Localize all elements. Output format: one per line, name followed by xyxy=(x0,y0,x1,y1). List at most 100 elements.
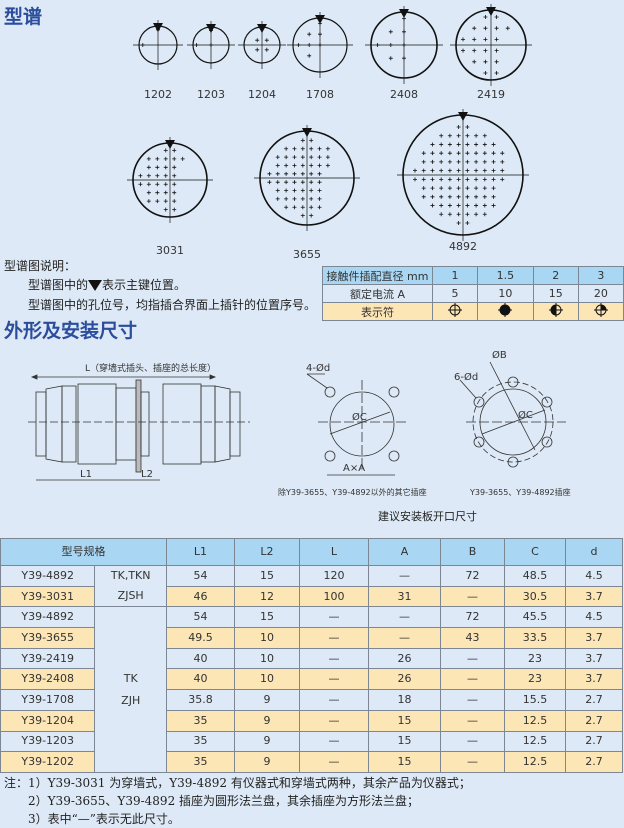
value-cell: 3.7 xyxy=(565,627,623,649)
value-cell: 18 xyxy=(368,689,441,711)
dia-b-label: ØB xyxy=(492,349,507,361)
model-cell: Y39-3031 xyxy=(0,585,96,608)
value-cell: 12 xyxy=(234,585,300,608)
header-cell: L2 xyxy=(234,538,300,566)
value-cell: 33.5 xyxy=(504,627,566,649)
value-cell: 23 xyxy=(504,647,566,670)
value-cell: 31 xyxy=(368,585,441,608)
connector-label: 1202 xyxy=(144,88,172,101)
value-cell: — xyxy=(440,689,505,711)
connector-2419 xyxy=(450,4,532,86)
caption-left: 除Y39-3655、Y39-4892以外的其它插座 xyxy=(278,487,427,497)
row-label: 额定电流 A xyxy=(322,284,433,303)
connector-4892 xyxy=(397,109,529,241)
value-cell: 3.7 xyxy=(565,668,623,691)
value-cell: — xyxy=(299,751,369,773)
table-row: Y39-2419 40 10—26—23 3.7 xyxy=(0,647,623,670)
value-cell: 46 xyxy=(166,585,235,608)
table-row: Y39-2408 40 10—26—23 3.7 xyxy=(0,668,623,691)
header-cell: d xyxy=(565,538,623,566)
section-title-pin-layouts: 型谱 xyxy=(4,6,43,28)
value-cell: — xyxy=(299,627,369,649)
value-cell: 4.5 xyxy=(565,606,623,629)
table-row: Y39-4892 TK ZJH 54 15— —72 45.5 4.5 xyxy=(0,606,623,773)
connector-layout-diagrams xyxy=(127,4,532,241)
value-cell: 15 xyxy=(368,709,441,732)
connector-label: 2419 xyxy=(477,88,505,101)
value-cell: 12.5 xyxy=(504,730,566,753)
value-cell: 40 xyxy=(166,668,235,691)
value-cell: 15 xyxy=(234,606,300,629)
value-cell: 72 xyxy=(440,606,505,629)
value-cell: 26 xyxy=(368,668,441,691)
value-cell: — xyxy=(440,647,505,670)
value-cell: 35 xyxy=(166,709,235,732)
value-cell: 15 xyxy=(368,730,441,753)
value-cell: 48.5 xyxy=(504,565,566,587)
value-cell: — xyxy=(440,668,505,691)
model-cell: Y39-3655 xyxy=(0,627,96,649)
value-cell: 35.8 xyxy=(166,689,235,711)
connector-1204 xyxy=(238,21,286,69)
value-cell: 23 xyxy=(504,668,566,691)
value-cell: 2.7 xyxy=(565,689,623,711)
value-cell: 15 xyxy=(368,751,441,773)
section-title-dimensions: 外形及安装尺寸 xyxy=(4,320,138,342)
value-cell: 120 xyxy=(299,565,369,587)
value-cell: 15 xyxy=(234,565,300,587)
value-cell: 10 xyxy=(234,627,300,649)
value-cell: — xyxy=(299,709,369,732)
value-cell: — xyxy=(299,730,369,753)
value-cell: 49.5 xyxy=(166,627,235,649)
model-cell: Y39-4892 xyxy=(0,606,96,629)
main-key-triangle-icon xyxy=(399,9,409,18)
value-cell: — xyxy=(368,565,441,587)
value-cell: 10 xyxy=(234,668,300,691)
square-flange-cutout: 4-Ød ØC A×A 除Y39-3655、Y39-4892以外的其它插座 xyxy=(278,362,427,497)
connector-1203 xyxy=(187,21,235,69)
value-cell: 9 xyxy=(234,709,300,732)
value-cell: 4.5 xyxy=(565,565,623,587)
connector-1202 xyxy=(133,20,183,70)
axa-label: A×A xyxy=(343,463,365,474)
header-model: 型号规格 xyxy=(0,538,167,566)
series-cell: TK,TKN ZJSH xyxy=(94,564,167,608)
value-cell: 26 xyxy=(368,647,441,670)
hole-6-label: 6-Ød xyxy=(454,371,478,383)
value-cell: 3.7 xyxy=(565,647,623,670)
note-3: 3）表中“—”表示无此尺寸。 xyxy=(28,811,180,826)
value-cell: 72 xyxy=(440,565,505,587)
legend-line-1: 型谱图中的 表示主键位置。 xyxy=(28,278,187,292)
round-flange-cutout: ØB 6-Ød ØC Y39-3655、Y39-4892插座 xyxy=(454,349,571,497)
table-row: Y39-1202 35 9—15—12.5 2.7 xyxy=(0,751,623,773)
value-cell: 2.7 xyxy=(565,730,623,753)
connector-side-view: L（穿墙式插头、插座的总长度） L1 L2 xyxy=(28,362,250,481)
connector-2408 xyxy=(365,6,443,84)
value-cell: 10 xyxy=(234,647,300,670)
value-cell: 9 xyxy=(234,689,300,711)
connector-1708 xyxy=(287,12,353,78)
model-cell: Y39-2408 xyxy=(0,668,96,691)
table-row: Y39-1203 35 9—15—12.5 2.7 xyxy=(0,730,623,753)
series-cell: TK ZJH xyxy=(94,606,167,773)
table-row: Y39-1708 35.8 9—18—15.5 2.7 xyxy=(0,689,623,711)
header-cell: A xyxy=(368,538,441,566)
main-key-triangle-icon xyxy=(315,15,325,24)
model-cell: Y39-1204 xyxy=(0,709,96,732)
connector-label: 3031 xyxy=(156,244,184,257)
value-cell: 9 xyxy=(234,751,300,773)
quarter-filled-circle-icon xyxy=(593,303,608,317)
model-cell: Y39-1203 xyxy=(0,730,96,753)
table-row: Y39-3655 49.5 10— —43 33.5 3.7 xyxy=(0,627,623,649)
note-1: 注：1）Y39-3031 为穿墙式，Y39-4892 有仪器式和穿墙式两种，其余… xyxy=(4,775,471,790)
caption-main: 建议安装板开口尺寸 xyxy=(378,509,477,523)
value-cell: 35 xyxy=(166,751,235,773)
row-label: 表示符 xyxy=(322,302,433,321)
hole-4-label: 4-Ød xyxy=(306,362,330,374)
value-cell: 100 xyxy=(299,585,369,608)
row-label: 接触件插配直径 mm xyxy=(322,266,433,285)
value-cell: — xyxy=(299,647,369,670)
main-key-triangle-icon xyxy=(165,140,175,149)
